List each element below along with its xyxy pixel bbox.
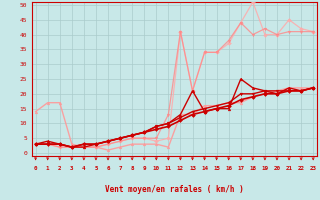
X-axis label: Vent moyen/en rafales ( km/h ): Vent moyen/en rafales ( km/h ) <box>105 185 244 194</box>
